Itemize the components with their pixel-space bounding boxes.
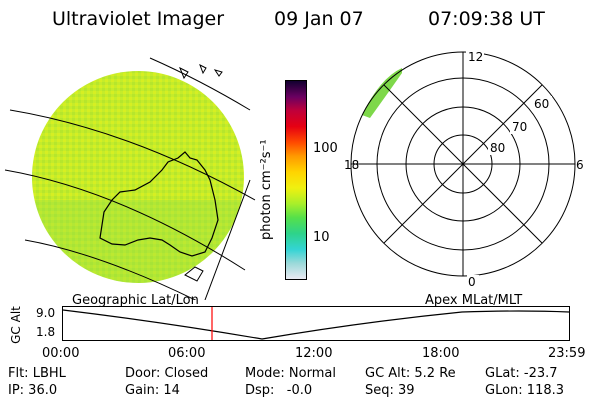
dsp-info: Dsp: -0.0 [245,383,313,398]
lat-label-60: 60 [534,97,549,111]
gain-info: Gain: 14 [125,383,180,398]
polar-mlat-mlt-plot: 12 6 0 18 60 70 80 [344,49,584,288]
color-scale-gradient [286,81,306,279]
altitude-plot [62,306,570,341]
mlt-label-12: 12 [468,50,483,64]
time-tick-1200: 12:00 [295,346,333,361]
observation-date: 09 Jan 07 [274,8,364,30]
auroral-image-disk [4,57,256,300]
map-grid-line [149,57,251,111]
ip-info: IP: 36.0 [8,383,58,398]
altitude-curve [62,309,570,340]
colorbar-unit-label: photon cm⁻²s⁻¹ [259,139,274,240]
altitude-tick-max: 9.0 [36,306,56,320]
color-scale-bar [285,80,307,280]
time-tick-1800: 18:00 [422,346,460,361]
label-bg [510,119,530,134]
polar-axis-diagonal [383,84,543,244]
altitude-tick-min: 1.8 [36,325,56,339]
coastline-island [184,266,204,282]
lat-label-70: 70 [512,120,527,134]
gc-alt-info: GC Alt: 5.2 Re [365,366,456,381]
coastline [99,151,219,257]
door-info: Door: Closed [125,366,209,381]
label-bg [488,140,508,155]
geographic-grid-label: Geographic Lat/Lon [72,293,199,308]
apex-grid-label: Apex MLat/MLT [425,293,523,308]
disk-lower-region [32,200,244,283]
glon-info: GLon: 118.3 [485,383,565,398]
auroral-oval-segment [362,68,402,118]
label-bg [532,96,552,111]
observation-time: 07:09:38 UT [428,8,545,30]
label-bg [466,49,484,64]
glat-info: GLat: -23.7 [485,366,558,381]
time-tick-0600: 06:00 [168,346,206,361]
map-grid-line [204,179,251,300]
map-grid-line [4,169,246,271]
lat-label-80: 80 [490,141,505,155]
mode-info: Mode: Normal [245,366,336,381]
mlt-label-0: 0 [468,275,476,288]
label-bg [467,275,479,288]
time-tick-0000: 00:00 [42,346,80,361]
colorbar-tick-10: 10 [313,230,330,245]
time-tick-2359: 23:59 [548,346,586,361]
mlt-label-18: 18 [344,158,359,172]
mlt-label-6: 6 [576,158,584,172]
altitude-plot-frame [62,306,570,341]
coastline-islands [179,63,223,80]
map-grid-line [9,109,256,201]
instrument-title: Ultraviolet Imager [52,8,225,30]
filter-info: Flt: LBHL [8,366,66,381]
altitude-axis-label: GC Alt [9,306,23,344]
map-grid-line [24,239,197,300]
colorbar-tick-100: 100 [313,141,338,156]
seq-info: Seq: 39 [365,383,415,398]
